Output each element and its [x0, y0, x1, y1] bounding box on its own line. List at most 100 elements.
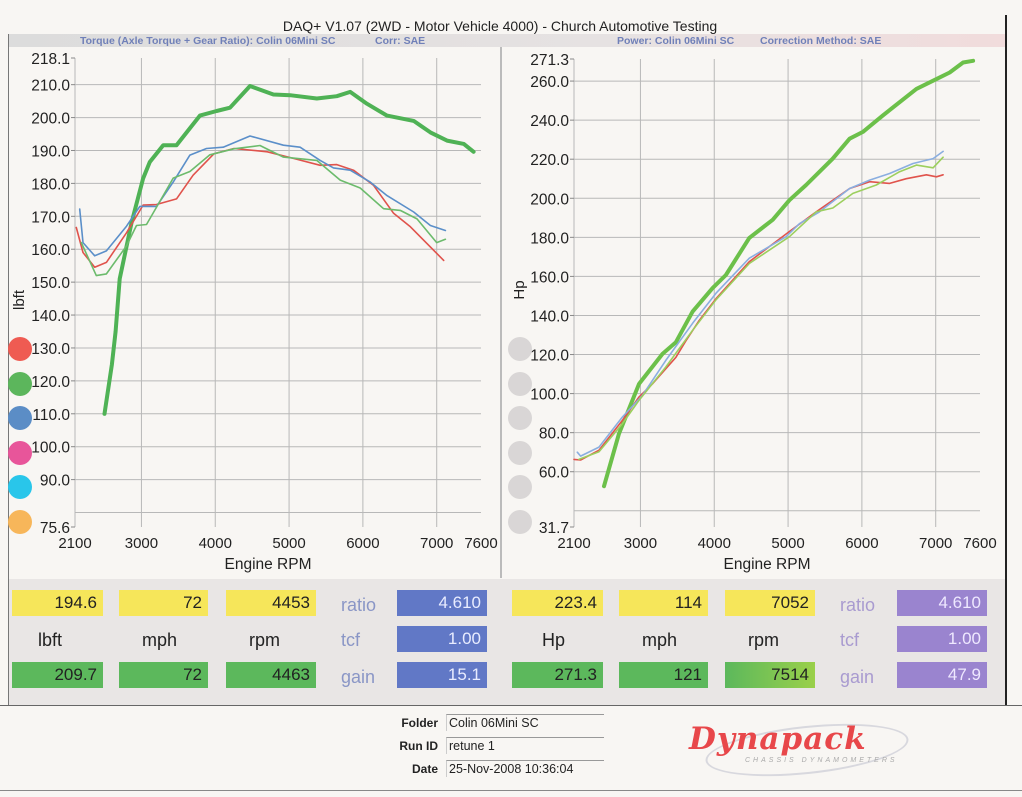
chart-divider	[500, 47, 502, 578]
torque-y-tick-label: 200.0	[31, 111, 70, 128]
power-y-tick-label: 240.0	[530, 113, 569, 130]
power-rpm-at-peak: 7514	[725, 662, 815, 688]
legend-right-swatch[interactable]	[508, 475, 532, 499]
power-x-axis-label: Engine RPM	[723, 556, 810, 573]
power-y-tick-label: 200.0	[530, 191, 569, 208]
legend-right-swatch[interactable]	[508, 371, 532, 396]
power-speed-at-peak: 121	[619, 662, 708, 688]
tcf-value-right: 1.00	[897, 626, 987, 652]
legend-left-swatch[interactable]	[8, 371, 32, 396]
power-x-tick-label: 5000	[771, 535, 804, 552]
report-title: DAQ+ V1.07 (2WD - Motor Vehicle 4000) - …	[282, 18, 718, 34]
torque-subtitle: Torque (Axle Torque + Gear Ratio): Colin…	[80, 35, 336, 47]
power-x-tick-label: 7000	[919, 535, 952, 552]
unit-rpm: rpm	[249, 630, 280, 650]
power-x-tick-label: 6000	[845, 535, 878, 552]
tcf-label: tcf	[341, 630, 361, 650]
power-series-4-line	[578, 156, 944, 461]
power-y-tick-label: 80.0	[539, 426, 570, 443]
separator-line	[0, 705, 1022, 706]
torque-x-tick-label: 2100	[58, 535, 91, 552]
legend-right-swatch[interactable]	[508, 440, 532, 465]
torque-y-tick-label: 90.0	[40, 473, 71, 490]
tcf-label-right: tcf	[840, 630, 860, 650]
torque-y-tick-label: 75.6	[40, 520, 70, 537]
torque-y-tick-label: 218.1	[31, 51, 70, 68]
torque-x-tick-label: 6000	[346, 535, 379, 552]
power-x-tick-label: 2100	[557, 535, 590, 552]
torque-y-tick-label: 170.0	[31, 209, 70, 226]
dynapack-logo: Dynapack CHASSIS DYNAMOMETERS	[685, 715, 925, 785]
power-y-tick-label: 60.0	[539, 465, 570, 482]
torque-y-tick-label: 110.0	[32, 407, 70, 424]
power-y-tick-label: 31.7	[539, 520, 569, 537]
runid-value: retune 1	[446, 737, 604, 754]
runid-label: Run ID	[399, 739, 438, 753]
ratio-label-right: ratio	[840, 595, 876, 615]
power-series-1-line	[602, 58, 976, 489]
dyno-charts: 2100 3000 4000 5000 6000 7000 7600 218.1 210.0 20…	[11, 51, 997, 573]
power-subtitle: Power: Colin 06Mini SC	[617, 35, 735, 47]
gain-label-right: gain	[840, 667, 875, 687]
ratio-value-right: 4.610	[897, 590, 987, 616]
logo-brand: Dynapack	[689, 721, 867, 757]
tcf-value: 1.00	[397, 626, 487, 652]
power-series-2-line	[573, 174, 944, 461]
folder-label: Folder	[401, 716, 438, 730]
legend-left-swatch[interactable]	[8, 440, 32, 465]
power-series-3-line	[576, 150, 944, 457]
legend-left-swatch[interactable]	[8, 406, 32, 430]
frame-left	[8, 34, 9, 706]
unit-rpm-right: rpm	[748, 630, 779, 650]
torque-series-4-line	[80, 144, 447, 277]
unit-lbft: lbft	[38, 630, 63, 650]
legend-left-swatch[interactable]	[8, 337, 32, 361]
date-value: 25-Nov-2008 10:36:04	[446, 760, 604, 777]
legend-right-swatch[interactable]	[508, 509, 532, 534]
rpm-at-peak: 4463	[226, 662, 316, 688]
torque-series-1-line	[102, 84, 476, 416]
torque-x-axis-label: Engine RPM	[224, 556, 311, 573]
unit-mph-right: mph	[642, 630, 678, 650]
power-x-tick-label: 4000	[698, 535, 731, 552]
legend-right-swatch[interactable]	[508, 337, 532, 361]
gain-label: gain	[341, 667, 376, 687]
power-y-tick-label: 160.0	[530, 269, 569, 286]
torque-y-axis-label: lbft	[11, 289, 28, 310]
rpm-current: 4453	[226, 590, 316, 616]
power-speed-current: 114	[619, 590, 708, 616]
power-y-tick-label: 260.0	[530, 74, 569, 91]
power-y-tick-label: 220.0	[530, 152, 569, 169]
legend-left-swatch[interactable]	[8, 475, 32, 499]
torque-x-tick-label: 5000	[272, 535, 305, 552]
subtitle-band	[9, 34, 1005, 47]
unit-hp: Hp	[542, 630, 566, 650]
date-label: Date	[411, 762, 438, 776]
torque-y-tick-label: 150.0	[31, 275, 70, 292]
logo-tagline: CHASSIS DYNAMOMETERS	[745, 757, 898, 764]
speed-at-peak: 72	[119, 662, 208, 688]
torque-y-tick-label: 120.0	[31, 374, 70, 391]
speed-current: 72	[119, 590, 208, 616]
ratio-value: 4.610	[397, 590, 487, 616]
torque-series-3-line	[78, 135, 447, 257]
torque-y-tick-label: 180.0	[31, 176, 70, 193]
legend-right-swatch[interactable]	[508, 406, 532, 430]
frame-right	[1005, 15, 1007, 705]
power-x-tick-label: 3000	[624, 535, 657, 552]
folder-value: Colin 06Mini SC	[446, 714, 604, 731]
torque-x-tick-label: 3000	[125, 535, 158, 552]
power-x-tick-label: 7600	[963, 535, 996, 552]
ratio-label: ratio	[341, 595, 377, 615]
power-rpm-current: 7052	[725, 590, 815, 616]
torque-y-tick-label: 100.0	[31, 440, 70, 457]
torque-x-tick-label: 4000	[199, 535, 232, 552]
torque-y-tick-label: 190.0	[31, 143, 70, 160]
legend-left-swatch[interactable]	[8, 509, 32, 534]
torque-y-tick-label: 160.0	[31, 242, 70, 259]
torque-x-tick-label: 7600	[464, 535, 497, 552]
power-peak: 271.3	[512, 662, 603, 688]
torque-current: 194.6	[12, 590, 103, 616]
power-y-tick-label: 271.3	[530, 52, 569, 69]
power-y-tick-label: 120.0	[530, 348, 569, 365]
